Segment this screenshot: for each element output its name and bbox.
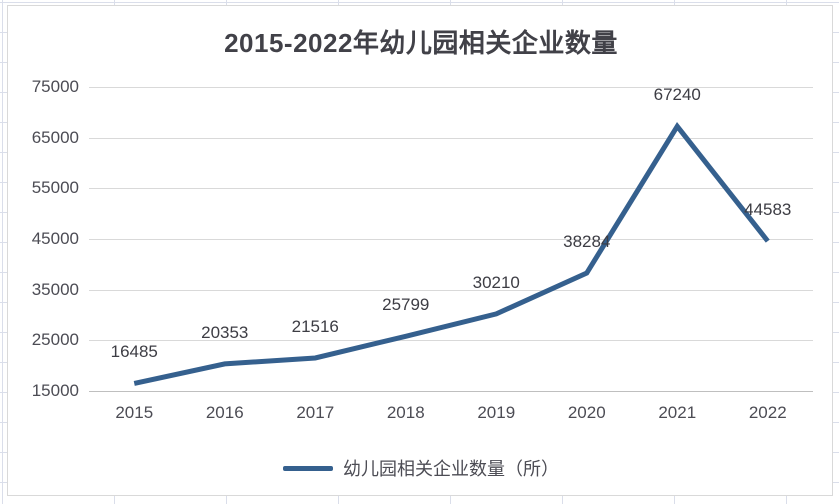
x-axis-tick-label: 2015 (115, 403, 154, 422)
x-axis-tick-label: 2016 (205, 403, 244, 422)
y-axis-tick-label: 15000 (31, 381, 79, 400)
y-axis-tick-label: 75000 (31, 77, 79, 96)
y-axis-tick-label: 45000 (31, 229, 79, 248)
y-axis-tick-label: 55000 (31, 178, 79, 198)
data-label: 44583 (744, 200, 792, 220)
x-axis-tick-label: 2019 (477, 403, 516, 422)
chart-object[interactable]: 2015-2022年幼儿园相关企业数量 75000 65000 55000 45000… (7, 5, 833, 496)
data-label: 30210 (472, 272, 520, 292)
y-gridline (89, 289, 813, 291)
y-axis-tick-label: 65000 (31, 127, 79, 147)
legend-line-swatch (283, 465, 333, 471)
y-gridline (89, 188, 813, 190)
x-axis-tick-label: 2021 (658, 403, 697, 422)
x-axis-tick-label: 2018 (386, 403, 425, 422)
y-axis-tick-label: 25000 (31, 330, 79, 350)
data-label: 21516 (291, 316, 339, 336)
y-axis-tick-label: 35000 (31, 279, 79, 299)
x-axis-tick-label: 2020 (567, 403, 606, 422)
legend-label: 幼儿园相关企业数量（所） (343, 459, 559, 479)
y-gridline (89, 137, 813, 139)
chart-title: 2015-2022年幼儿园相关企业数量 (224, 28, 618, 58)
data-label: 16485 (110, 342, 158, 362)
y-gridline (89, 340, 813, 342)
data-label: 67240 (653, 85, 701, 105)
data-label: 20353 (201, 322, 249, 342)
data-label: 25799 (382, 295, 430, 315)
x-axis-tick-label: 2017 (296, 403, 335, 422)
y-gridline (89, 239, 813, 240)
legend: 幼儿园相关企业数量（所） (8, 457, 834, 479)
series-line (133, 121, 770, 386)
data-label: 38284 (563, 232, 611, 252)
y-gridline (89, 87, 813, 88)
x-axis-tick-label: 2022 (748, 403, 787, 422)
x-axis-line (89, 391, 813, 392)
